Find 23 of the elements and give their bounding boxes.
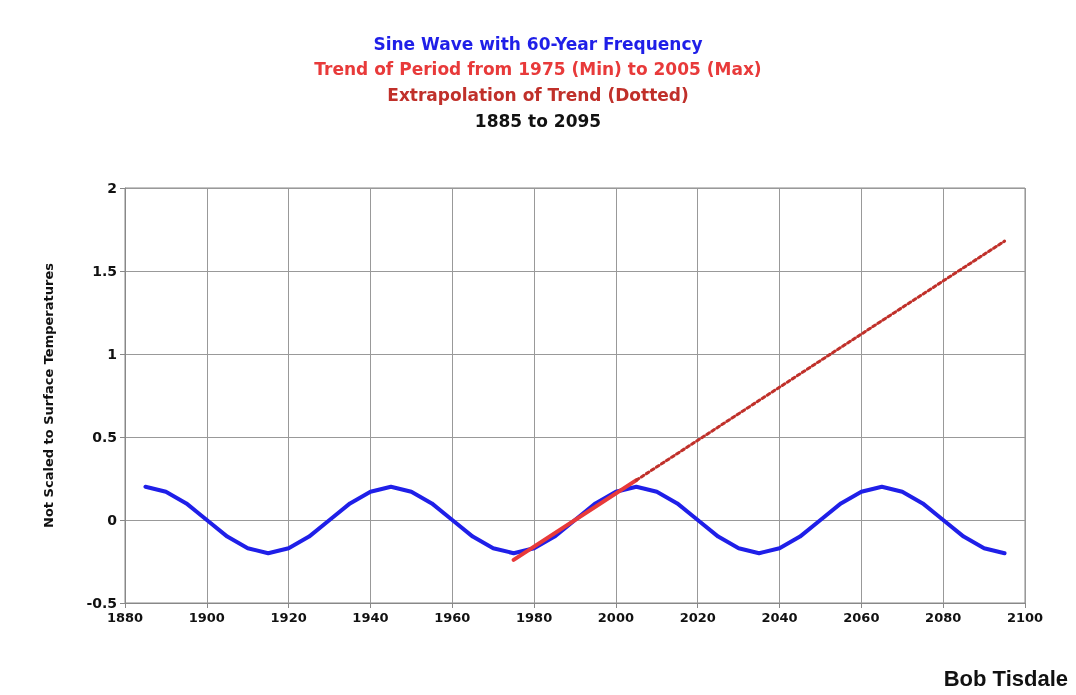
y-tick-label: 1 [107, 346, 117, 362]
x-tick-label: 2040 [761, 610, 798, 625]
x-tick-label: 2000 [597, 610, 634, 625]
y-tick-label: 0.5 [92, 429, 117, 445]
chart-title: Sine Wave with 60-Year Frequency [373, 33, 703, 54]
text: Bob Tisdale [943, 665, 1069, 691]
x-tick-label: 1920 [270, 610, 307, 625]
x-tick-label: 1980 [516, 610, 553, 625]
x-tick-label: 1940 [352, 610, 389, 625]
line-series [143, 484, 1007, 556]
x-tick-label: 2060 [843, 610, 880, 625]
y-tick-label: -0.5 [86, 595, 117, 611]
x-tick-label: 1900 [188, 610, 225, 625]
y-axis-title: Not Scaled to Surface Temperatures [41, 262, 56, 528]
x-tick-label: 2100 [1006, 610, 1044, 625]
chart-subtitle: Trend of Period from 1975 (Min) to 2005 (Max) Extrapolation of Trend (Dotted) 1885 to 2095 [314, 59, 762, 131]
x-tick-label: 2020 [679, 610, 716, 625]
y-tick-label: 0 [107, 512, 118, 528]
x-tick-label: 2080 [925, 610, 962, 625]
y-tick-label: 2 [107, 180, 117, 196]
y-tick-label: 1.5 [92, 263, 117, 279]
x-tick-label: 1960 [434, 610, 471, 625]
x-tick-label: 1880 [106, 610, 144, 625]
